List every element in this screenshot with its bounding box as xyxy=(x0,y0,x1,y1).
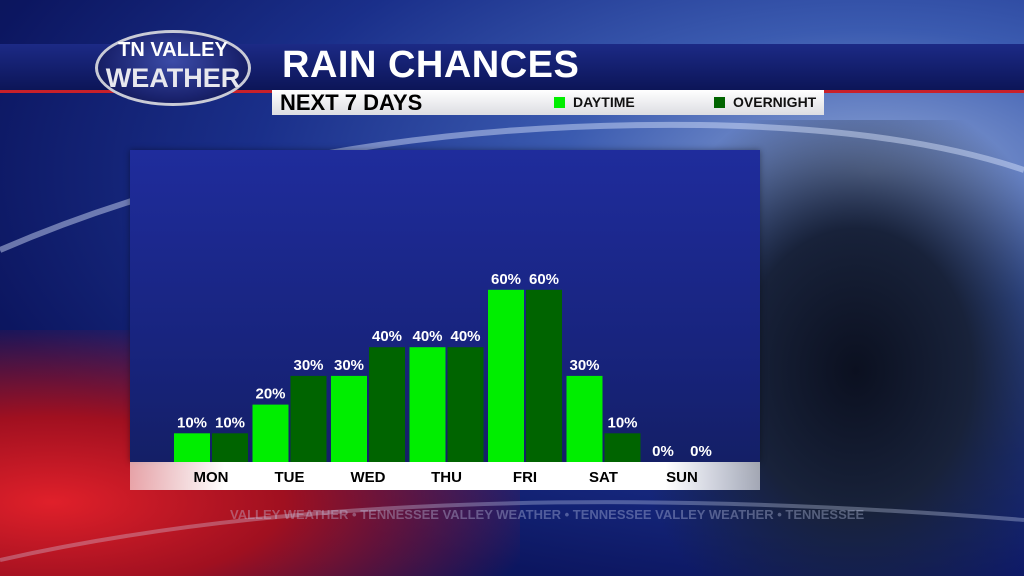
watermark: VALLEY WEATHER • TENNESSEE VALLEY WEATHE… xyxy=(230,507,865,522)
category-label: WED xyxy=(351,469,386,486)
data-label: 30% xyxy=(334,357,364,374)
data-label: 30% xyxy=(569,357,599,374)
legend-label-overnight: OVERNIGHT xyxy=(733,94,817,110)
bar-sat-daytime xyxy=(566,375,603,462)
station-logo: TN VALLEY WEATHER xyxy=(95,30,251,106)
bar-mon-daytime xyxy=(174,433,210,462)
data-label: 60% xyxy=(529,271,559,288)
bar-fri-overnight xyxy=(526,289,562,462)
data-label: 0% xyxy=(690,443,712,460)
legend-swatch-overnight xyxy=(714,97,725,108)
data-label: 10% xyxy=(607,414,637,431)
bar-tue-daytime xyxy=(252,404,289,462)
data-label: 30% xyxy=(293,357,323,374)
page-title: RAIN CHANCES xyxy=(282,44,580,86)
category-label: TUE xyxy=(275,469,305,486)
data-label: 40% xyxy=(450,328,480,345)
legend-swatch-daytime xyxy=(554,97,565,108)
data-label: 60% xyxy=(491,271,521,288)
bar-wed-daytime xyxy=(331,375,367,462)
data-label: 10% xyxy=(177,414,207,431)
category-label: MON xyxy=(194,469,229,486)
bar-fri-daytime xyxy=(488,289,524,462)
data-label: 0% xyxy=(652,443,674,460)
category-label: THU xyxy=(431,469,462,486)
legend-daytime: DAYTIME xyxy=(554,90,635,115)
category-label: SAT xyxy=(589,469,618,486)
bar-sat-overnight xyxy=(604,433,641,462)
legend-overnight: OVERNIGHT xyxy=(714,90,816,115)
category-band xyxy=(130,462,760,490)
category-label: FRI xyxy=(513,469,537,486)
bar-thu-overnight xyxy=(447,347,484,462)
bar-mon-overnight xyxy=(212,433,248,462)
data-label: 40% xyxy=(372,328,402,345)
data-label: 40% xyxy=(412,328,442,345)
data-label: 20% xyxy=(255,386,285,403)
legend-label-daytime: DAYTIME xyxy=(573,94,635,110)
bar-tue-overnight xyxy=(290,375,327,462)
data-label: 10% xyxy=(215,414,245,431)
bar-thu-daytime xyxy=(409,347,446,462)
bar-wed-overnight xyxy=(369,347,405,462)
subtitle: NEXT 7 DAYS xyxy=(280,90,423,115)
subtitle-bar: NEXT 7 DAYS DAYTIME OVERNIGHT xyxy=(272,90,824,115)
logo-line2: WEATHER xyxy=(105,63,241,93)
category-label: SUN xyxy=(666,469,698,486)
logo-line1: TN VALLEY xyxy=(118,39,228,61)
